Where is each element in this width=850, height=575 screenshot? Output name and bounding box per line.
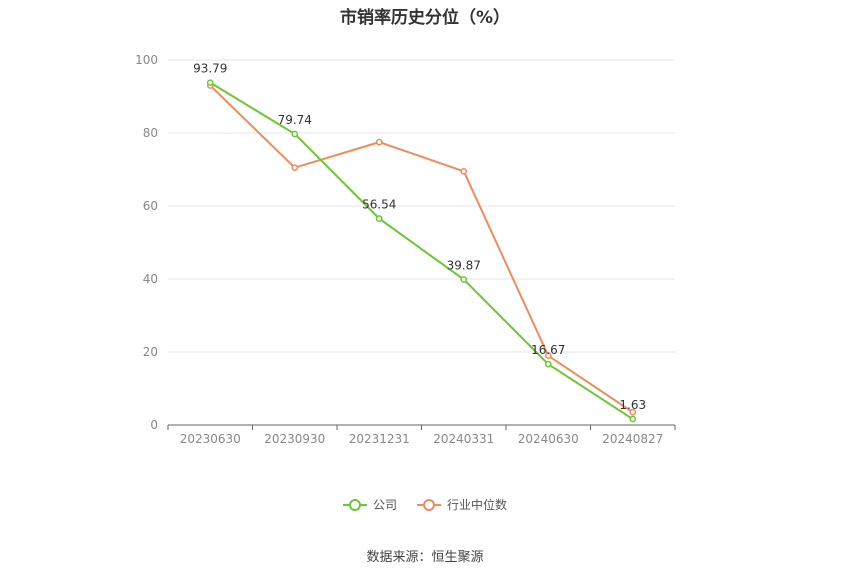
data-point-industry [460, 167, 468, 175]
x-tick-label: 20240827 [602, 432, 663, 446]
series-line-company [209, 81, 634, 420]
x-tick-label: 20240331 [433, 432, 494, 446]
data-label-company: 56.54 [362, 198, 396, 212]
grid-lines [168, 59, 675, 353]
data-label-company: 16.67 [531, 343, 565, 357]
data-point-industry [544, 352, 552, 359]
data-point-industry [291, 164, 299, 172]
data-point-company [460, 276, 468, 283]
y-tick-label: 60 [143, 199, 158, 213]
data-point-company [291, 130, 299, 138]
data-point-industry [629, 408, 637, 416]
y-tick-label: 100 [135, 53, 158, 67]
legend: 公司 行业中位数 [0, 496, 850, 513]
data-point-company [375, 215, 383, 222]
x-tick-label: 20230630 [180, 432, 241, 446]
y-tick-label: 20 [143, 345, 158, 359]
data-label-company: 1.63 [619, 398, 646, 412]
data-label-company: 93.79 [193, 62, 227, 76]
legend-label-company: 公司 [372, 498, 397, 512]
y-tick-label: 40 [143, 272, 158, 286]
x-tick-label: 20230930 [264, 432, 325, 446]
series [206, 79, 637, 423]
data-labels: 93.79 79.74 56.54 39.87 16.67 1.63 [193, 62, 646, 412]
data-point-company [206, 79, 214, 87]
data-point-company [544, 360, 552, 368]
x-tick-label: 20240630 [518, 432, 579, 446]
y-tick-label: 0 [150, 418, 158, 432]
legend-item-company[interactable]: 公司 [342, 496, 397, 513]
legend-item-industry[interactable]: 行业中位数 [417, 496, 507, 513]
legend-marker-industry [417, 498, 441, 512]
data-point-company [629, 415, 637, 423]
chart-title: 市销率历史分位（%） [339, 8, 511, 28]
data-point-industry [375, 138, 383, 146]
x-tick-label: 20231231 [349, 432, 410, 446]
y-tick-label: 80 [143, 126, 158, 140]
data-label-company: 39.87 [447, 258, 481, 272]
series-line-industry [209, 84, 634, 414]
source-note: 数据来源：恒生聚源 [366, 550, 484, 565]
data-label-company: 79.74 [278, 113, 312, 127]
legend-label-industry: 行业中位数 [447, 498, 508, 512]
axes: 0 20 40 60 80 100 20230630 20230930 20231231 2024… [135, 53, 676, 446]
legend-marker-company [342, 498, 367, 512]
